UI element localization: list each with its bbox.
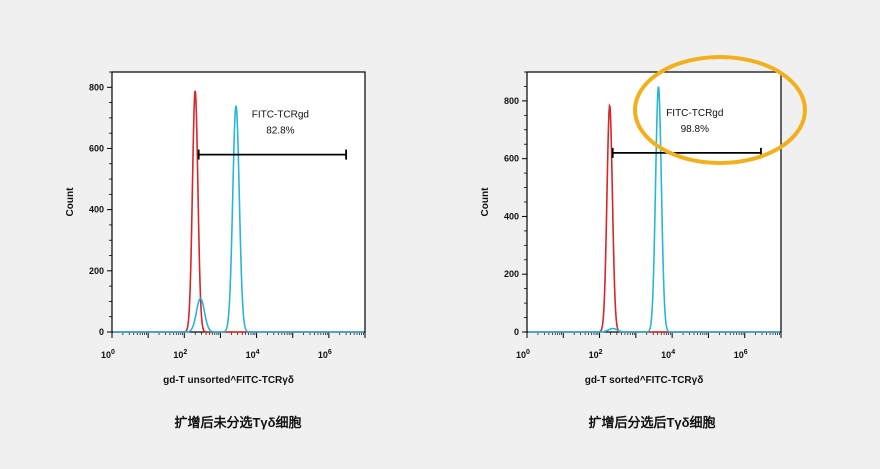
y-axis-title: Count bbox=[65, 187, 76, 217]
x-tick-label: 100 bbox=[516, 349, 530, 360]
highlight-circle bbox=[633, 55, 807, 165]
plot-frame bbox=[526, 71, 782, 333]
gate-percent: 82.8% bbox=[266, 126, 294, 137]
gate-label: FITC-TCRgd bbox=[666, 108, 723, 119]
series-line-cyan bbox=[113, 105, 364, 333]
y-tick-label: 200 bbox=[89, 266, 104, 276]
panel-caption: 扩增后未分选Tγδ细胞 bbox=[174, 415, 301, 430]
histogram-panel-unsorted: 0 200 400 600 800 100 102 104 106 Count gd-T unsor… bbox=[65, 71, 366, 430]
x-tick-label: 106 bbox=[318, 349, 332, 360]
x-tick-label: 106 bbox=[734, 349, 748, 360]
y-tick-label: 800 bbox=[89, 82, 104, 92]
y-tick-label: 600 bbox=[504, 154, 519, 164]
panel-caption: 扩增后分选后Tγδ细胞 bbox=[588, 415, 715, 430]
plot-frame bbox=[111, 71, 366, 333]
gate-label: FITC-TCRgd bbox=[252, 110, 309, 121]
y-tick-label: 600 bbox=[89, 143, 104, 153]
x-axis-title: gd-T unsorted^FITC-TCRγδ bbox=[163, 375, 294, 386]
x-tick-label: 102 bbox=[589, 349, 603, 360]
x-tick-label: 104 bbox=[246, 349, 260, 360]
gate-percent: 98.8% bbox=[681, 124, 709, 135]
x-axis-title: gd-T sorted^FITC-TCRγδ bbox=[585, 375, 704, 386]
x-tick-label: 104 bbox=[661, 349, 675, 360]
y-tick-label: 0 bbox=[99, 327, 104, 337]
y-axis-title: Count bbox=[480, 187, 491, 217]
y-tick-label: 400 bbox=[89, 205, 104, 215]
y-tick-label: 400 bbox=[504, 211, 519, 221]
series-line-cyan bbox=[528, 86, 780, 333]
y-tick-label: 800 bbox=[504, 96, 519, 106]
x-tick-label: 100 bbox=[101, 349, 115, 360]
histogram-panel-sorted: 0 200 400 600 800 100 102 104 106 Count gd-T sorte… bbox=[480, 71, 782, 430]
y-tick-label: 200 bbox=[504, 269, 519, 279]
y-tick-label: 0 bbox=[514, 327, 519, 337]
x-tick-label: 102 bbox=[173, 349, 187, 360]
